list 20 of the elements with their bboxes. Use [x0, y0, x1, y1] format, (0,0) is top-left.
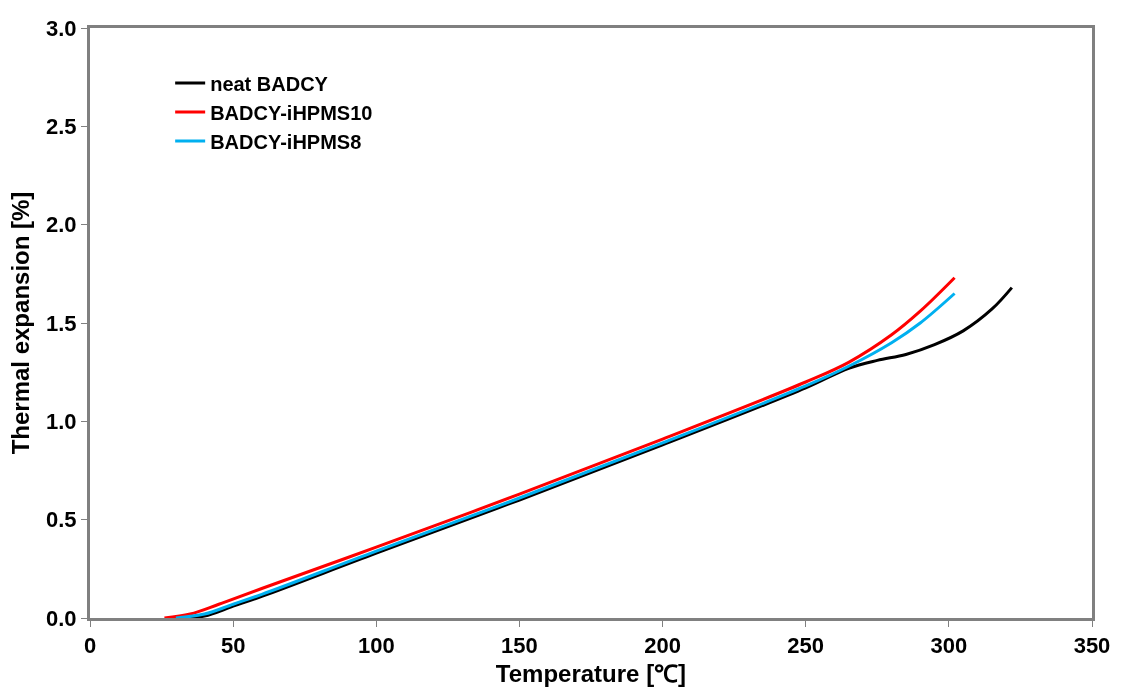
- y-tick-label: 2.5: [46, 114, 77, 140]
- y-tick-label: 0.0: [46, 605, 77, 631]
- legend-label: neat BADCY: [210, 72, 329, 95]
- y-tick-label: 0.5: [46, 507, 77, 533]
- x-tick-label: 250: [787, 633, 825, 659]
- legend-label: BADCY-iHPMS8: [210, 130, 362, 153]
- y-tick-label: 1.0: [46, 409, 77, 435]
- x-tick-label: 200: [644, 633, 681, 659]
- x-tick-label: 50: [220, 633, 246, 659]
- y-tick-label: 2.0: [46, 212, 77, 238]
- x-tick-label: 150: [501, 633, 538, 659]
- x-tick-label: 100: [357, 633, 395, 659]
- legend-label: BADCY-iHPMS10: [210, 101, 373, 124]
- x-tick-label: 0: [83, 633, 97, 659]
- x-axis-title: Temperature [℃]: [495, 659, 687, 687]
- y-axis-title: Thermal expansion [%]: [7, 191, 35, 455]
- x-tick-label: 350: [1073, 633, 1111, 659]
- y-tick-label: 1.5: [46, 310, 77, 336]
- y-tick-label: 3.0: [46, 15, 77, 41]
- x-tick-label: 300: [930, 633, 968, 659]
